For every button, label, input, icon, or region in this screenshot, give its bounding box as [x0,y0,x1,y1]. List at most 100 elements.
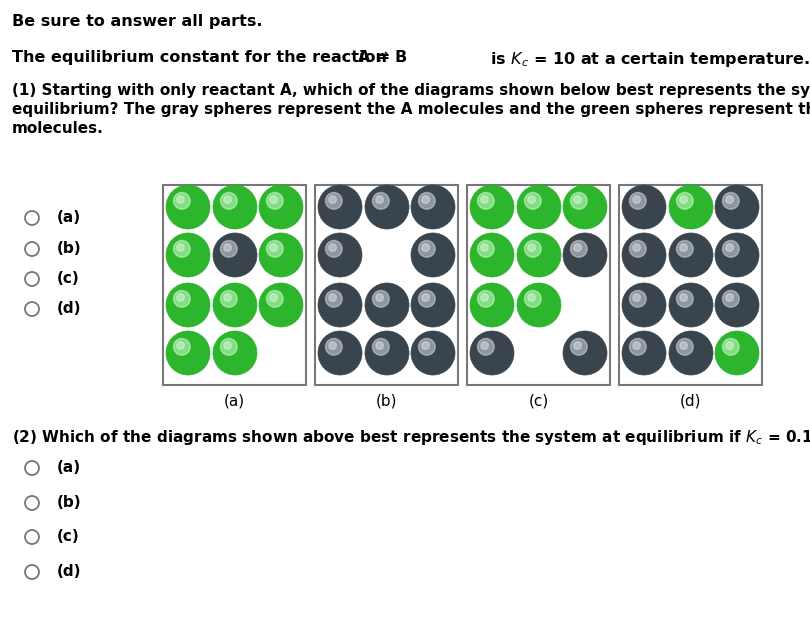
Circle shape [177,196,185,203]
Text: The equilibrium constant for the reaction: The equilibrium constant for the reactio… [12,50,387,65]
Circle shape [470,283,514,327]
Circle shape [622,283,666,327]
Circle shape [563,233,607,277]
Circle shape [563,331,607,375]
Circle shape [715,233,759,277]
Circle shape [411,233,455,277]
Circle shape [629,338,646,355]
Circle shape [326,338,342,355]
Circle shape [470,233,514,277]
Circle shape [669,233,713,277]
Circle shape [422,196,429,203]
Circle shape [373,338,389,355]
Bar [619,185,762,385]
Circle shape [376,342,383,349]
Circle shape [25,496,39,510]
Circle shape [259,233,303,277]
Circle shape [676,291,693,307]
Circle shape [715,283,759,327]
Circle shape [376,294,383,301]
Circle shape [411,185,455,229]
Text: (a): (a) [57,210,81,225]
Circle shape [528,196,535,203]
Text: (1) Starting with only reactant A, which of the diagrams shown below best repres: (1) Starting with only reactant A, which… [12,83,810,98]
Circle shape [365,331,409,375]
Circle shape [726,244,733,251]
Circle shape [622,331,666,375]
Circle shape [173,338,190,355]
Circle shape [25,461,39,475]
Circle shape [676,338,693,355]
Circle shape [570,192,587,209]
Circle shape [411,283,455,327]
Circle shape [629,291,646,307]
Circle shape [633,196,641,203]
Circle shape [633,244,641,251]
Circle shape [477,192,494,209]
Circle shape [422,294,429,301]
Text: (c): (c) [57,529,79,544]
Circle shape [573,342,582,349]
Bar [163,185,306,385]
Text: (b): (b) [57,241,82,256]
Circle shape [177,244,185,251]
Circle shape [723,192,740,209]
Circle shape [470,185,514,229]
Circle shape [528,244,535,251]
Circle shape [224,196,232,203]
Circle shape [177,294,185,301]
Circle shape [680,244,688,251]
Circle shape [270,196,277,203]
Circle shape [680,196,688,203]
Circle shape [525,192,541,209]
Circle shape [220,240,237,257]
Circle shape [481,196,488,203]
Circle shape [266,192,284,209]
Circle shape [25,211,39,225]
Circle shape [726,342,733,349]
Circle shape [166,185,210,229]
Circle shape [329,294,336,301]
Circle shape [726,196,733,203]
Circle shape [622,233,666,277]
Circle shape [270,244,277,251]
Circle shape [411,331,455,375]
Bar [467,185,610,385]
Circle shape [373,291,389,307]
Circle shape [318,233,362,277]
Circle shape [326,291,342,307]
Circle shape [213,331,257,375]
Circle shape [419,291,435,307]
Circle shape [266,291,284,307]
Circle shape [318,185,362,229]
Text: (c): (c) [528,393,548,408]
Text: (b): (b) [57,495,82,510]
Circle shape [318,283,362,327]
Circle shape [270,294,277,301]
Circle shape [629,240,646,257]
Circle shape [470,331,514,375]
Circle shape [669,283,713,327]
Circle shape [220,338,237,355]
Circle shape [676,192,693,209]
Text: (a): (a) [224,393,245,408]
Circle shape [669,331,713,375]
Circle shape [224,342,232,349]
Circle shape [25,302,39,316]
Circle shape [573,196,582,203]
Circle shape [517,233,561,277]
Text: is $K_c$ = 10 at a certain temperature.: is $K_c$ = 10 at a certain temperature. [490,50,810,69]
Circle shape [25,530,39,544]
Circle shape [220,192,237,209]
Circle shape [629,192,646,209]
Circle shape [517,185,561,229]
Circle shape [477,291,494,307]
Circle shape [329,196,336,203]
Text: equilibrium? The gray spheres represent the A molecules and the green spheres re: equilibrium? The gray spheres represent … [12,102,810,117]
Circle shape [365,185,409,229]
Circle shape [326,192,342,209]
Circle shape [481,294,488,301]
Text: (c): (c) [57,271,79,286]
Circle shape [173,240,190,257]
Circle shape [166,331,210,375]
